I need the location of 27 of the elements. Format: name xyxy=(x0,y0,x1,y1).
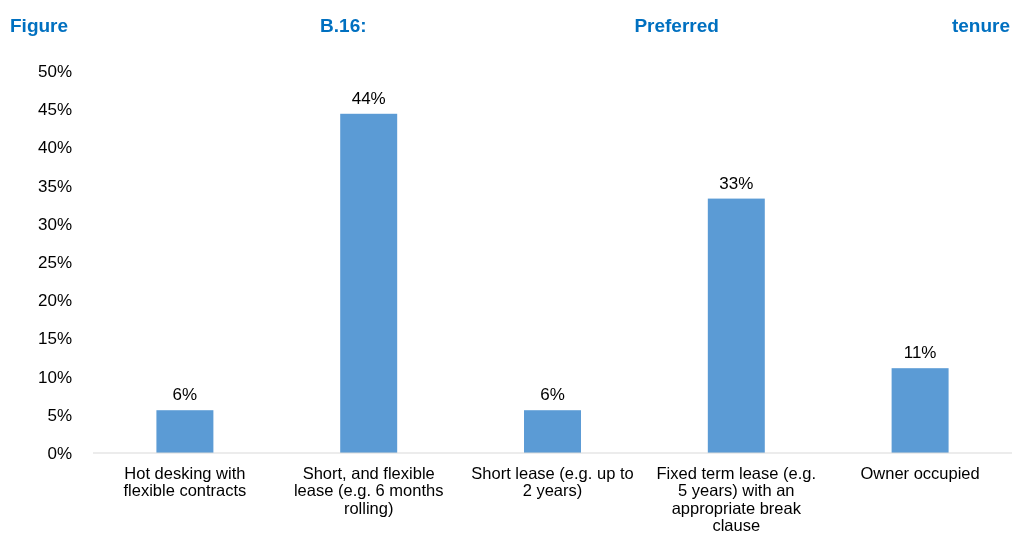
y-tick-label: 5% xyxy=(47,405,72,425)
x-tick-label: Short, and flexible lease (e.g. 6 months rolling) xyxy=(293,464,444,517)
y-tick-label: 10% xyxy=(37,367,72,387)
x-tick-label: Hot desking with flexible contracts xyxy=(123,464,247,500)
data-label: 44% xyxy=(351,88,386,108)
y-tick-label: 40% xyxy=(37,138,72,158)
y-tick-label: 45% xyxy=(37,100,72,120)
chart-title: Figure B.16: Preferred tenure xyxy=(10,15,1010,36)
data-label: 11% xyxy=(903,343,937,363)
y-tick-label: 35% xyxy=(37,176,72,196)
data-label: 6% xyxy=(540,385,565,405)
x-tick-label: Fixed term lease (e.g. 5 years) with an appropriate break clause xyxy=(656,464,817,534)
y-tick-label: 30% xyxy=(37,214,72,234)
x-tick-label: Short lease (e.g. up to 2 years) xyxy=(471,464,634,500)
y-tick-label: 20% xyxy=(37,291,72,311)
bar xyxy=(156,410,214,453)
bar xyxy=(340,113,398,453)
y-tick-label: 50% xyxy=(37,61,72,81)
data-label: 33% xyxy=(719,173,754,193)
x-tick-label: Owner occupied xyxy=(860,464,980,482)
y-tick-label: 25% xyxy=(37,252,72,272)
bar xyxy=(707,198,765,453)
y-tick-label: 15% xyxy=(37,329,72,349)
bar xyxy=(524,410,581,453)
data-label: 6% xyxy=(172,385,198,405)
y-tick-label: 0% xyxy=(47,443,72,463)
bar xyxy=(891,368,949,453)
